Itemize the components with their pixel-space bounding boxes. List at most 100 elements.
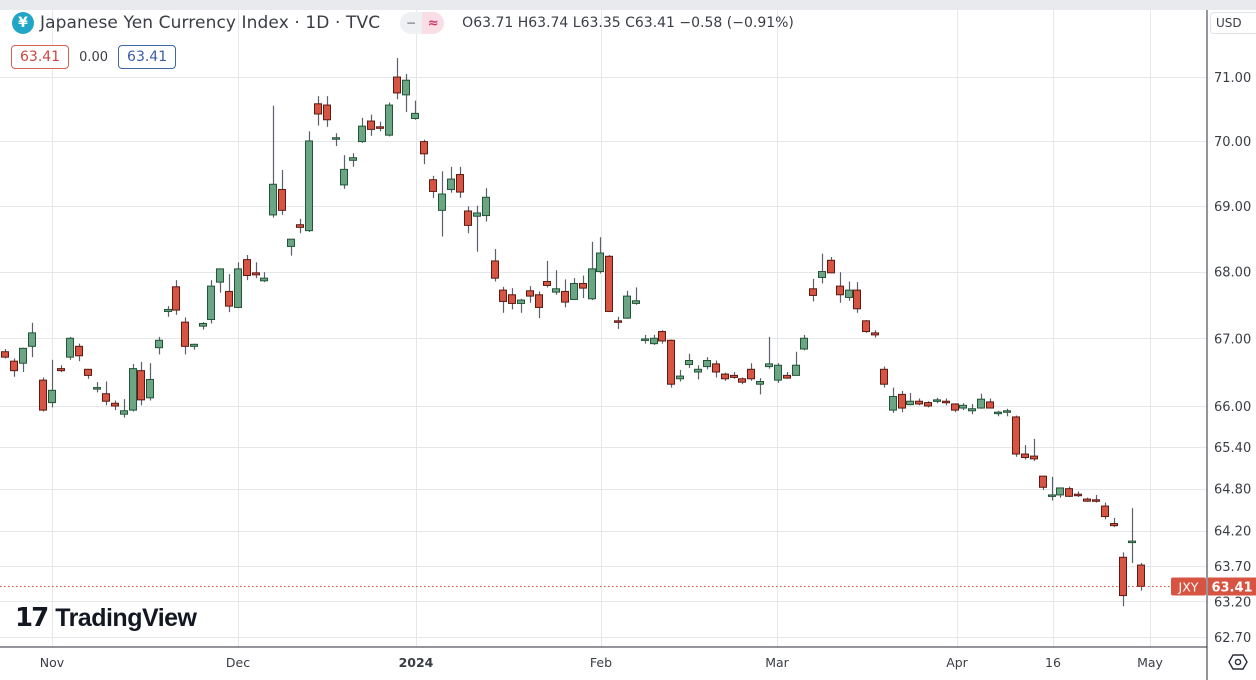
candle [1, 351, 9, 358]
candle [190, 343, 198, 347]
candle [28, 332, 36, 347]
time-tick-label: 2024 [399, 655, 434, 670]
candle [853, 289, 861, 310]
tradingview-logo-text: TradingView [55, 603, 197, 632]
bid-price[interactable]: 63.41 [11, 45, 70, 69]
candle [48, 389, 56, 404]
candle [102, 393, 110, 402]
price-tick-label: 64.20 [1214, 525, 1251, 540]
price-tick-label: 63.70 [1214, 560, 1251, 575]
candle [579, 282, 587, 289]
candle [1101, 505, 1109, 518]
candle [1021, 453, 1029, 458]
candle [1137, 564, 1145, 587]
candle [199, 322, 207, 327]
candle [243, 259, 251, 277]
compare-wave-icon[interactable]: ≈ [422, 12, 445, 34]
time-axis[interactable]: Nov Dec 2024 Feb Mar Apr 16 May [40, 655, 1164, 670]
price-tick-label: 69.00 [1214, 200, 1251, 215]
candle [181, 321, 189, 347]
candle [456, 174, 464, 193]
candle [747, 368, 755, 380]
candle [393, 76, 401, 94]
time-tick-label: Mar [765, 655, 789, 670]
collapse-icon[interactable]: ‒ [406, 15, 416, 31]
candle [75, 345, 83, 357]
price-tick-label: 62.70 [1214, 631, 1251, 646]
price-tick-label: 65.40 [1214, 441, 1251, 456]
candle [491, 260, 499, 279]
time-tick-label: Nov [40, 655, 65, 670]
candle [305, 140, 313, 232]
candle [871, 332, 879, 336]
candle [234, 268, 242, 308]
candle [482, 196, 490, 217]
candle [738, 378, 746, 383]
candle [1039, 475, 1047, 488]
candle [906, 400, 914, 406]
time-tick-label: Apr [946, 655, 968, 670]
tradingview-watermark: 17 TradingView [15, 603, 197, 633]
tradingview-logo-icon: 17 [15, 603, 49, 633]
candle [164, 308, 172, 312]
candle [730, 374, 738, 378]
time-tick-label: Dec [226, 655, 250, 670]
candle [792, 364, 800, 376]
symbol-title[interactable]: Japanese Yen Currency Index · 1D · TVC [40, 13, 381, 33]
candle [473, 212, 481, 217]
candle [721, 373, 729, 380]
candle [570, 282, 578, 300]
candle [84, 368, 92, 376]
candle [676, 375, 684, 380]
legend-toggle-pill[interactable]: ‒ ≈ [400, 12, 445, 34]
candle [429, 179, 437, 192]
candle [667, 339, 675, 385]
candle [1048, 494, 1056, 497]
candle [968, 408, 976, 412]
candle [836, 285, 844, 296]
candle [703, 360, 711, 368]
candle [287, 238, 295, 247]
currency-selector[interactable]: USD [1210, 12, 1256, 34]
candle [765, 363, 773, 368]
candle [332, 137, 340, 140]
candle [543, 280, 551, 286]
candle [994, 411, 1002, 415]
candle [323, 104, 331, 121]
candle [1065, 488, 1073, 497]
price-axis[interactable]: 71.00 70.00 69.00 68.00 67.00 66.00 65.40 64.80… [1214, 71, 1251, 646]
candle [358, 125, 366, 143]
candle [552, 288, 560, 293]
settings-gear-icon[interactable] [1228, 652, 1248, 672]
candle [942, 400, 950, 404]
candle [898, 393, 906, 409]
candle [1110, 523, 1118, 527]
price-tick-label: 64.80 [1214, 483, 1251, 498]
candle [367, 120, 375, 130]
candle [588, 268, 596, 300]
candle [880, 368, 888, 385]
candle [605, 255, 613, 312]
candle [756, 380, 764, 385]
candle [862, 320, 870, 333]
candle [774, 364, 782, 381]
candle [1003, 410, 1011, 413]
price-tick-label: 66.00 [1214, 400, 1251, 415]
candle [986, 401, 994, 409]
candle [340, 168, 348, 186]
ask-price[interactable]: 63.41 [118, 45, 177, 69]
candle [535, 294, 543, 308]
candle [924, 402, 932, 407]
candle [111, 402, 119, 407]
candle [694, 368, 702, 373]
candle [146, 378, 154, 399]
candle [225, 290, 233, 307]
candle [376, 126, 384, 129]
candle [447, 178, 455, 190]
price-tick-label: 71.00 [1214, 71, 1251, 86]
candle [526, 290, 534, 297]
candle [349, 157, 357, 161]
spread-value: 0.00 [79, 49, 109, 65]
yen-icon: ¥ [12, 12, 34, 34]
